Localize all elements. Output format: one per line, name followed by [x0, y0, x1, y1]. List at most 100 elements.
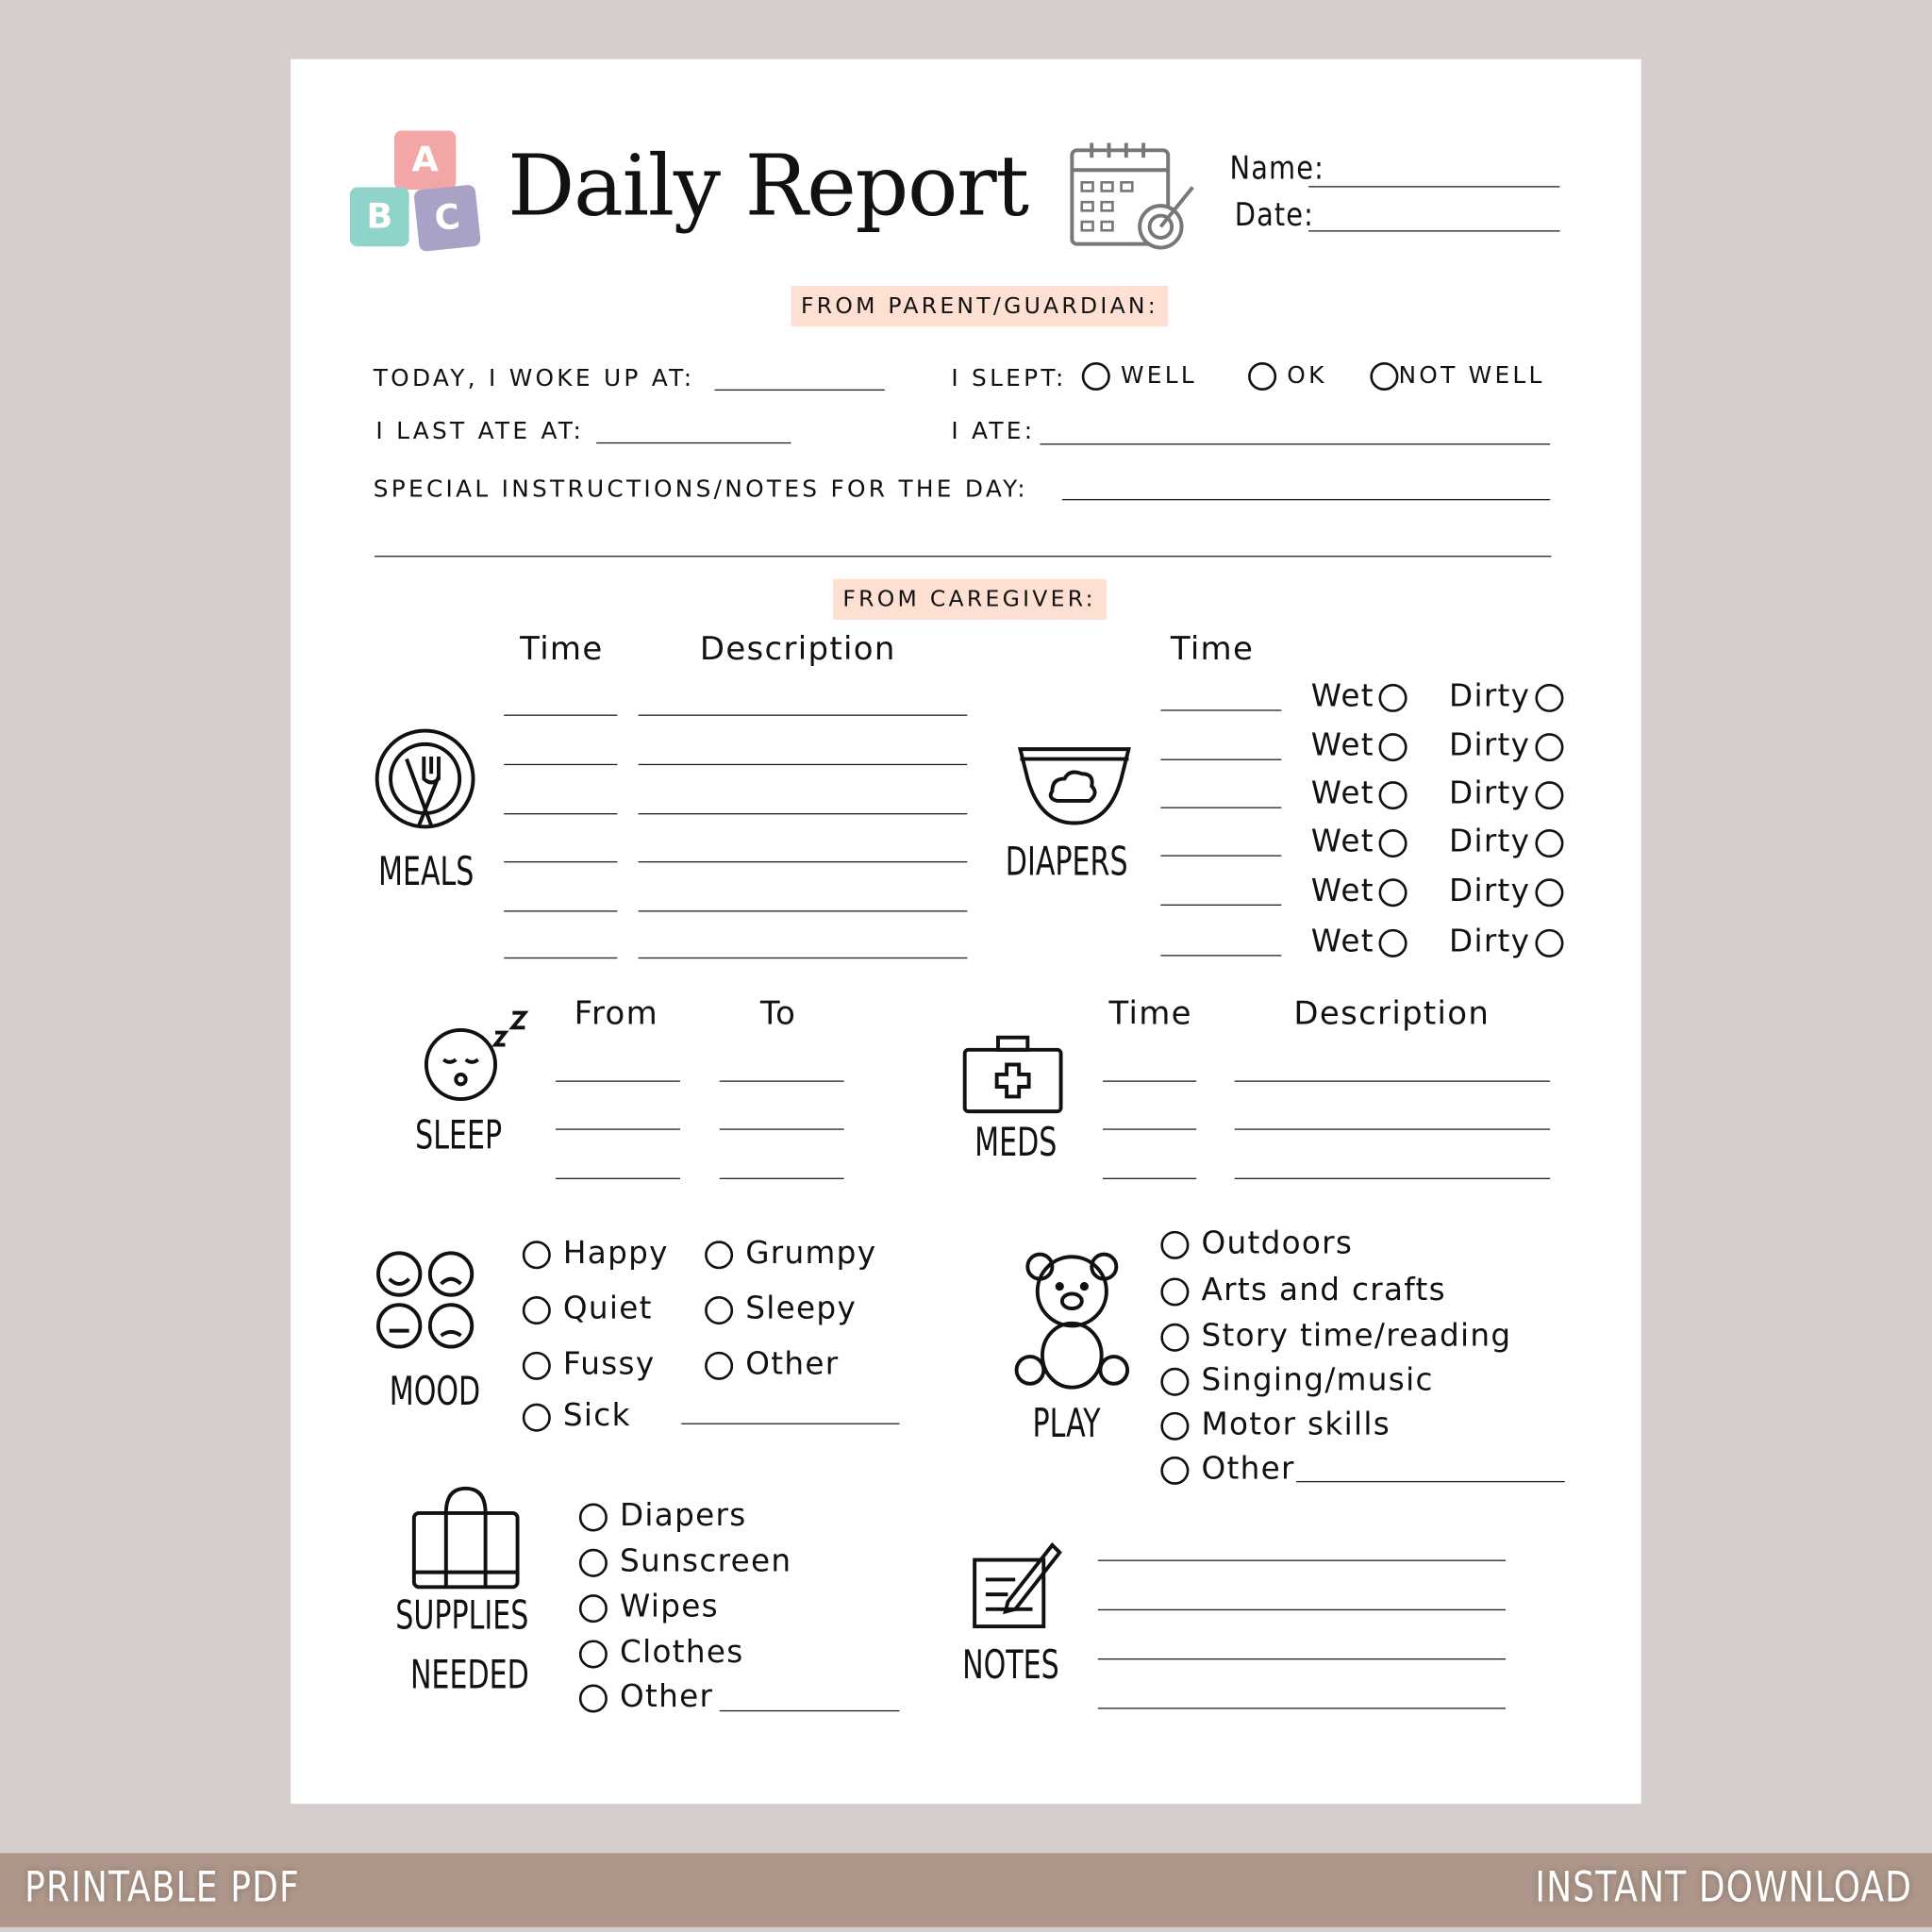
- diaper-wet-option[interactable]: Wet: [1311, 727, 1408, 762]
- radio-circle[interactable]: [1379, 780, 1408, 809]
- meal-description-field[interactable]: [638, 910, 968, 912]
- radio-circle[interactable]: [578, 1639, 608, 1668]
- play-option[interactable]: Story time/reading: [1160, 1317, 1511, 1353]
- diaper-time-field[interactable]: [1160, 855, 1282, 857]
- slept-well-option[interactable]: WELL: [1081, 361, 1197, 391]
- radio-circle[interactable]: [578, 1683, 608, 1712]
- mood-option[interactable]: Grumpy: [705, 1235, 876, 1271]
- radio-circle[interactable]: [1160, 1230, 1190, 1259]
- sleep-to-field[interactable]: [719, 1128, 844, 1130]
- mood-option[interactable]: Sleepy: [705, 1291, 857, 1325]
- mood-option[interactable]: Other: [705, 1345, 839, 1381]
- radio-circle[interactable]: [1535, 877, 1564, 907]
- radio-circle[interactable]: [1535, 683, 1564, 712]
- radio-circle[interactable]: [1379, 732, 1408, 761]
- woke-field[interactable]: [714, 389, 885, 391]
- notes-field-line-2[interactable]: [375, 556, 1552, 558]
- slept-not-well-option[interactable]: NOT WELL: [1370, 361, 1544, 391]
- radio-circle[interactable]: [522, 1403, 551, 1432]
- diaper-time-field[interactable]: [1160, 955, 1282, 957]
- meal-time-field[interactable]: [504, 763, 618, 766]
- radio-circle[interactable]: [1535, 732, 1564, 761]
- play-option[interactable]: Other: [1160, 1450, 1294, 1486]
- radio-circle[interactable]: [1160, 1367, 1190, 1396]
- diaper-dirty-option[interactable]: Dirty: [1449, 823, 1564, 858]
- diaper-time-field[interactable]: [1160, 904, 1282, 906]
- radio-circle[interactable]: [1379, 683, 1408, 712]
- radio-circle[interactable]: [1160, 1456, 1190, 1485]
- notes-field[interactable]: [1097, 1658, 1507, 1660]
- supplies-option[interactable]: Sunscreen: [578, 1542, 792, 1578]
- radio-circle[interactable]: [1081, 361, 1110, 391]
- sleep-to-field[interactable]: [719, 1080, 844, 1082]
- supplies-other-field[interactable]: [719, 1709, 900, 1712]
- supplies-option[interactable]: Wipes: [578, 1589, 719, 1624]
- name-field[interactable]: [1308, 186, 1560, 188]
- diaper-wet-option[interactable]: Wet: [1311, 923, 1408, 958]
- meds-description-field[interactable]: [1234, 1128, 1551, 1130]
- diaper-time-field[interactable]: [1160, 709, 1282, 711]
- diaper-wet-option[interactable]: Wet: [1311, 873, 1408, 908]
- supplies-option[interactable]: Other: [578, 1678, 713, 1714]
- meds-description-field[interactable]: [1234, 1080, 1551, 1082]
- meal-time-field[interactable]: [504, 714, 618, 716]
- radio-circle[interactable]: [1379, 828, 1408, 858]
- notes-field[interactable]: [1097, 1559, 1507, 1561]
- diaper-dirty-option[interactable]: Dirty: [1449, 873, 1564, 908]
- notes-field[interactable]: [1097, 1608, 1507, 1611]
- mood-option[interactable]: Sick: [522, 1397, 631, 1433]
- supplies-option[interactable]: Diapers: [578, 1497, 747, 1533]
- play-option[interactable]: Motor skills: [1160, 1406, 1391, 1441]
- radio-circle[interactable]: [705, 1240, 734, 1269]
- radio-circle[interactable]: [522, 1351, 551, 1380]
- play-option[interactable]: Singing/music: [1160, 1361, 1433, 1397]
- meal-description-field[interactable]: [638, 813, 968, 815]
- diaper-wet-option[interactable]: Wet: [1311, 677, 1408, 713]
- radio-circle[interactable]: [578, 1548, 608, 1577]
- radio-circle[interactable]: [705, 1295, 734, 1324]
- mood-option[interactable]: Quiet: [522, 1291, 653, 1325]
- diaper-dirty-option[interactable]: Dirty: [1449, 727, 1564, 762]
- meal-time-field[interactable]: [504, 860, 618, 863]
- radio-circle[interactable]: [1379, 928, 1408, 958]
- diaper-wet-option[interactable]: Wet: [1311, 775, 1408, 810]
- radio-circle[interactable]: [1160, 1411, 1190, 1441]
- meal-description-field[interactable]: [638, 763, 968, 766]
- radio-circle[interactable]: [1535, 828, 1564, 858]
- last-ate-field[interactable]: [596, 441, 791, 444]
- radio-circle[interactable]: [1370, 361, 1399, 391]
- ate-field[interactable]: [1040, 443, 1551, 445]
- play-other-field[interactable]: [1296, 1480, 1565, 1483]
- sleep-from-field[interactable]: [556, 1080, 680, 1082]
- notes-field[interactable]: [1061, 498, 1551, 501]
- radio-circle[interactable]: [522, 1240, 551, 1269]
- radio-circle[interactable]: [1160, 1323, 1190, 1352]
- radio-circle[interactable]: [705, 1351, 734, 1380]
- meal-time-field[interactable]: [504, 813, 618, 815]
- meds-time-field[interactable]: [1102, 1177, 1197, 1179]
- date-field[interactable]: [1308, 230, 1560, 232]
- slept-ok-option[interactable]: OK: [1248, 361, 1327, 391]
- mood-option[interactable]: Happy: [522, 1235, 669, 1271]
- radio-circle[interactable]: [1535, 780, 1564, 809]
- diaper-wet-option[interactable]: Wet: [1311, 823, 1408, 858]
- meds-time-field[interactable]: [1102, 1128, 1197, 1130]
- diaper-dirty-option[interactable]: Dirty: [1449, 923, 1564, 958]
- radio-circle[interactable]: [578, 1502, 608, 1531]
- sleep-from-field[interactable]: [556, 1177, 680, 1179]
- radio-circle[interactable]: [1535, 928, 1564, 958]
- mood-option[interactable]: Fussy: [522, 1345, 656, 1381]
- radio-circle[interactable]: [522, 1295, 551, 1324]
- meal-description-field[interactable]: [638, 714, 968, 716]
- meal-description-field[interactable]: [638, 860, 968, 863]
- play-option[interactable]: Arts and crafts: [1160, 1272, 1446, 1307]
- diaper-dirty-option[interactable]: Dirty: [1449, 775, 1564, 810]
- sleep-from-field[interactable]: [556, 1128, 680, 1130]
- notes-field[interactable]: [1097, 1707, 1507, 1709]
- radio-circle[interactable]: [1379, 877, 1408, 907]
- diaper-time-field[interactable]: [1160, 758, 1282, 760]
- radio-circle[interactable]: [1248, 361, 1277, 391]
- sleep-to-field[interactable]: [719, 1177, 844, 1179]
- meds-time-field[interactable]: [1102, 1080, 1197, 1082]
- radio-circle[interactable]: [578, 1593, 608, 1623]
